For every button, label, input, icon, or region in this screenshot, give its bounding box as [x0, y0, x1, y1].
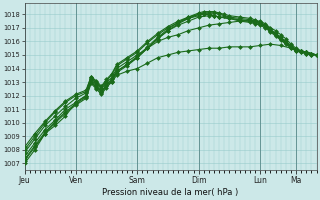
X-axis label: Pression niveau de la mer( hPa ): Pression niveau de la mer( hPa ) [102, 188, 239, 197]
